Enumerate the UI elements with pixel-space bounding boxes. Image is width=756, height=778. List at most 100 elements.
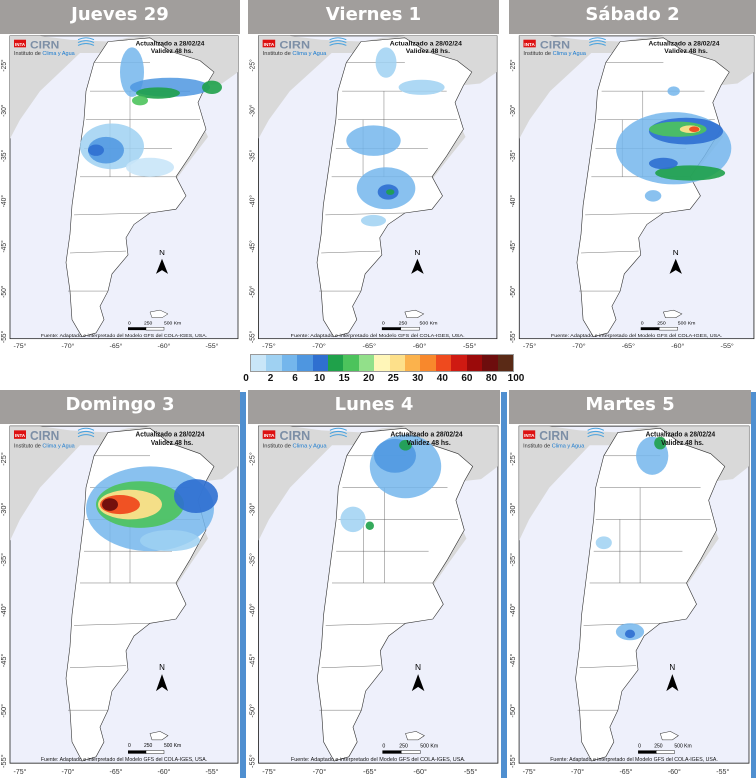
lat-label: -25°: [0, 452, 8, 466]
north-arrow: N: [156, 663, 168, 692]
lon-label: -70°: [571, 767, 584, 776]
logo: INTA CIRN Instituto de Clima y Agua: [14, 427, 95, 449]
svg-text:N: N: [673, 248, 679, 257]
lat-label: -45°: [509, 653, 517, 667]
lat-label: -45°: [509, 240, 517, 252]
svg-text:0: 0: [128, 743, 131, 749]
svg-text:Instituto de Clima y Agua: Instituto de Clima y Agua: [263, 443, 328, 449]
lon-label: -55°: [464, 767, 478, 776]
lat-label: -25°: [0, 59, 8, 72]
argentina-land: [575, 427, 726, 762]
lat-label: -25°: [248, 452, 256, 466]
lat-label: -25°: [248, 59, 256, 71]
lat-label: -30°: [0, 502, 8, 516]
forecast-panel: Jueves 29 N 0 250 500 Km INTA CIRN Insti…: [0, 0, 240, 352]
map-area: N 0 250 500 Km INTA CIRN Instituto de Cl…: [509, 34, 756, 352]
precipitation-legend: 0 2 6 10 15 20 25 30 40 60 80 100: [238, 352, 524, 390]
malvinas: [404, 309, 425, 318]
malvinas: [149, 309, 169, 318]
svg-text:INTA: INTA: [524, 42, 535, 47]
lat-label: -55°: [509, 754, 517, 768]
map-area: N 0 250 500 Km INTA CIRN Instituto de Cl…: [0, 34, 240, 352]
legend-swatch: [251, 355, 267, 371]
legend-swatch: [435, 355, 452, 371]
lon-label: -70°: [62, 767, 75, 776]
lat-label: -25°: [509, 59, 517, 71]
source-note: Fuente: Adaptado e interpretado del Mode…: [41, 757, 207, 763]
lon-label: -70°: [312, 342, 326, 350]
validity: Validez 48 hs.: [661, 440, 704, 447]
rain-area: [399, 439, 412, 451]
lat-label: -40°: [248, 195, 256, 207]
lon-label: -75°: [262, 767, 276, 776]
lon-label: -70°: [313, 767, 327, 776]
lat-label: -35°: [509, 150, 517, 162]
panel-title: Martes 5: [509, 390, 751, 424]
svg-text:INTA: INTA: [15, 433, 26, 438]
svg-text:Instituto de Clima y Agua: Instituto de Clima y Agua: [14, 443, 76, 449]
svg-text:CIRN: CIRN: [539, 429, 569, 443]
scale-bar: 0 250 500 Km: [128, 743, 181, 754]
lon-label: -65°: [363, 342, 377, 350]
lat-label: -50°: [248, 285, 256, 297]
rain-area: [340, 506, 366, 533]
logo: INTA CIRN Instituto de Clima y Agua: [262, 427, 347, 449]
source-note: Fuente: Adaptado e interpretado del Mode…: [550, 757, 718, 763]
legend-label: 0: [243, 373, 249, 384]
rain-area: [624, 629, 636, 639]
lat-label: -50°: [0, 704, 8, 718]
precipitation-map: N 0 250 500 Km INTA CIRN Instituto de Cl…: [0, 425, 239, 776]
lat-label: -45°: [0, 653, 8, 667]
legend-label: 15: [338, 373, 350, 384]
updated-date: Actualizado a 28/02/24: [136, 41, 205, 48]
svg-text:INTA: INTA: [524, 433, 535, 438]
svg-text:N: N: [415, 662, 421, 672]
lon-label: -75°: [262, 342, 276, 350]
north-arrow: N: [411, 248, 424, 274]
rain-area: [202, 80, 222, 94]
lat-label: -55°: [248, 331, 256, 343]
lat-label: -55°: [0, 754, 8, 768]
svg-text:CIRN: CIRN: [279, 38, 310, 51]
map-area: N 0 250 500 Km INTA CIRN Instituto de Cl…: [248, 34, 499, 352]
svg-text:Instituto de Clima y Agua: Instituto de Clima y Agua: [14, 51, 75, 57]
lon-label: -65°: [363, 767, 377, 776]
precipitation-map: N 0 250 500 Km INTA CIRN Instituto de Cl…: [509, 35, 755, 350]
legend-label: 60: [461, 373, 473, 384]
malvinas: [659, 731, 679, 741]
lon-label: -65°: [622, 342, 635, 350]
malvinas: [663, 309, 683, 318]
lon-label: -70°: [572, 342, 585, 350]
rain-area: [654, 436, 667, 450]
lon-label: -60°: [158, 342, 171, 350]
argentina-land: [576, 37, 730, 338]
frame-bar-edge: [751, 392, 756, 778]
map-area: N 0 250 500 Km INTA CIRN Instituto de Cl…: [248, 424, 500, 778]
svg-text:INTA: INTA: [264, 433, 275, 439]
lon-label: -60°: [158, 767, 171, 776]
legend-label: 20: [363, 373, 375, 384]
legend-swatch: [482, 355, 498, 371]
rain-area: [667, 86, 680, 96]
legend-swatch: [343, 355, 359, 371]
rain-area: [140, 529, 200, 552]
lat-label: -35°: [0, 149, 8, 162]
lat-label: -30°: [0, 104, 8, 117]
forecast-panel: Lunes 4 N 0 250 500 Km INTA CIRN Institu…: [248, 390, 500, 778]
rain-area: [136, 87, 180, 99]
legend-label: 10: [314, 373, 326, 384]
svg-text:0: 0: [382, 743, 385, 749]
legend-swatch: [405, 355, 421, 371]
rain-area: [648, 157, 678, 170]
legend-swatch: [374, 355, 390, 371]
legend-label: 30: [412, 373, 424, 384]
legend-swatch: [497, 355, 513, 371]
lat-label: -30°: [248, 104, 256, 116]
legend-label: 6: [292, 373, 298, 384]
svg-text:CIRN: CIRN: [30, 429, 59, 443]
legend-swatch: [312, 355, 329, 371]
precipitation-map: N 0 250 500 Km INTA CIRN Instituto de Cl…: [0, 35, 239, 350]
legend-swatch: [297, 355, 313, 371]
rain-area: [132, 95, 148, 106]
svg-text:0: 0: [638, 743, 641, 749]
